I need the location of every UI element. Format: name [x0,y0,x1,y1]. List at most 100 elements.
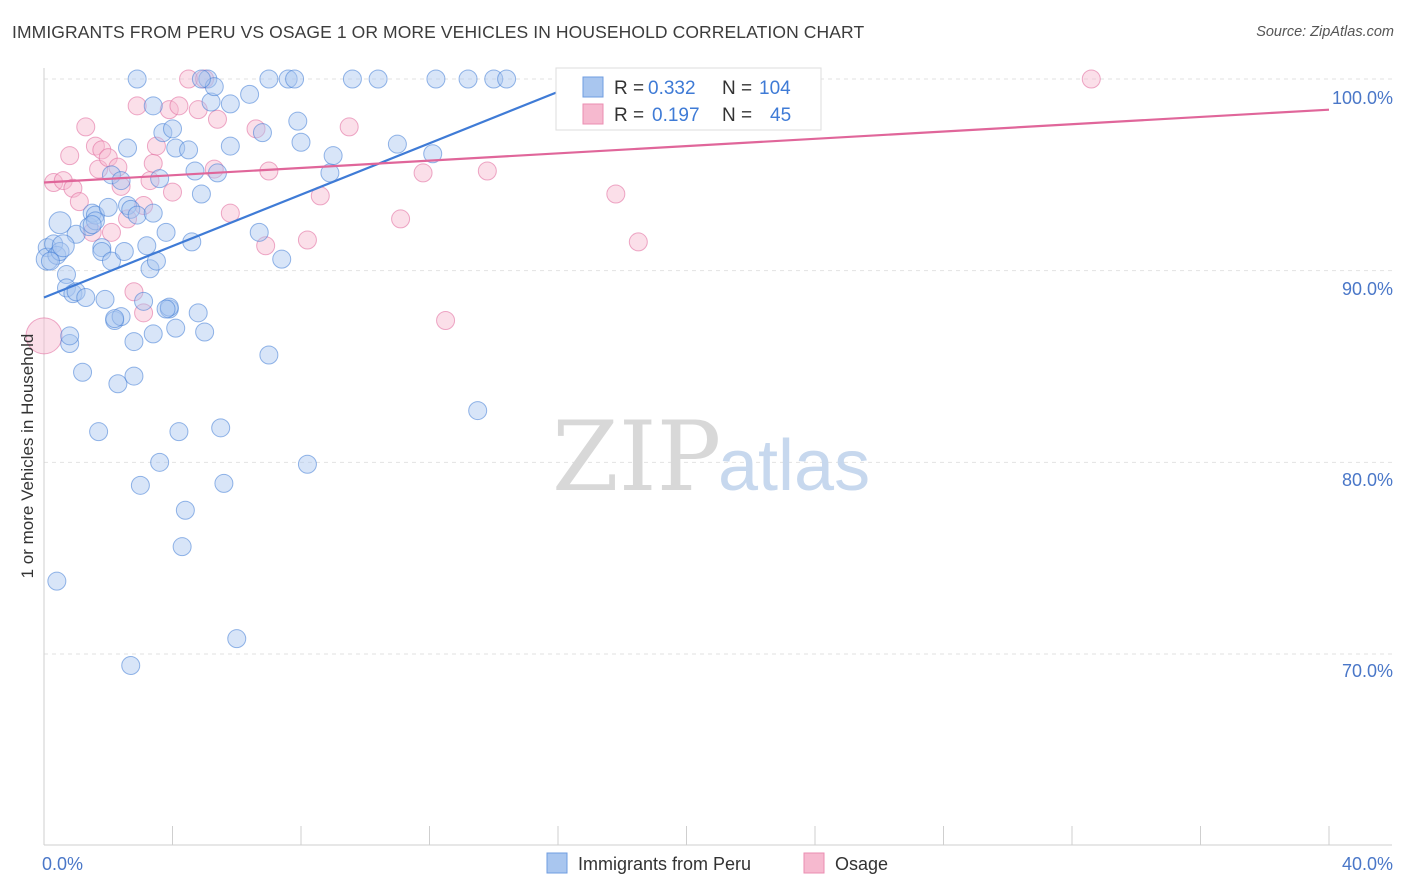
peru-point [63,284,83,304]
peru-point [191,184,211,204]
peru-point [118,196,138,215]
legend-swatch-peru [582,76,604,98]
peru-point [195,322,215,342]
peru-point [82,215,102,235]
peru-point [468,401,488,421]
peru-point [291,132,311,152]
peru-point [56,265,76,284]
peru-point [288,111,308,131]
peru-point [423,144,443,164]
peru-point [156,299,176,319]
osage-point [127,96,147,116]
legend-n-value-peru: 104 [759,78,791,99]
peru-point [85,211,105,231]
peru-point [111,171,131,191]
peru-point [76,288,96,307]
peru-point [185,161,205,181]
y-tick-label-90: 90.0% [1342,279,1393,299]
bottom-legend-swatch-osage [803,852,825,874]
peru-point [73,362,93,382]
peru-point [497,69,517,89]
peru-point [95,289,115,309]
peru-point [98,197,118,217]
peru-point [220,136,240,156]
peru-point [458,69,478,89]
peru-point [159,297,179,317]
osage-point [134,196,154,215]
axes [43,68,1392,846]
bottom-legend-swatch-peru [546,852,568,874]
chart-title: IMMIGRANTS FROM PERU VS OSAGE 1 OR MORE … [12,22,865,42]
peru-point [127,205,147,225]
y-tick-labels: 100.0% 90.0% 80.0% 70.0% [1332,88,1393,681]
legend-n-label-peru: N = [722,78,752,99]
peru-points [35,69,600,675]
peru-point [191,69,211,89]
osage-point [477,161,497,181]
peru-point [297,454,317,474]
peru-point [285,69,305,89]
peru-point [50,242,70,261]
peru-point [130,475,150,495]
watermark-zip: ZIP [552,401,721,513]
osage-point [297,230,317,250]
legend-r-value-peru: 0.332 [648,78,696,99]
peru-point [92,242,112,261]
peru-point [153,123,173,143]
peru-point [60,326,80,346]
y-tick-label-80: 80.0% [1342,470,1393,490]
peru-point [259,345,279,365]
peru-point [342,69,362,89]
peru-point [48,211,72,235]
legend: R = 0.332 N = 104 R = 0.197 N = 45 [555,67,822,131]
peru-point [108,374,128,394]
peru-point [368,69,388,89]
peru-point [156,222,176,242]
peru-point [387,134,407,154]
peru-point [426,69,446,89]
peru-point [323,146,343,166]
y-tick-label-100: 100.0% [1332,88,1393,108]
peru-point [188,303,208,323]
peru-point [240,84,260,104]
peru-point [134,291,154,311]
osage-point [159,100,179,120]
osage-trend-line [43,108,1330,184]
peru-point [214,473,234,493]
peru-point [220,94,240,114]
peru-point [259,69,279,89]
bottom-legend: Immigrants from Peru Osage [546,852,888,874]
osage-point [628,232,648,252]
peru-point [124,332,144,352]
peru-point [272,249,292,269]
grid-lines [44,78,1392,655]
peru-point [140,259,160,279]
peru-point [143,96,163,116]
peru-point [89,422,109,442]
peru-trend-line [43,77,591,299]
osage-point [101,222,121,242]
peru-point [124,366,144,386]
watermark-atlas: atlas [718,426,870,506]
osage-point [124,282,144,302]
osage-point [339,117,359,137]
peru-point [47,571,67,591]
peru-point [143,324,163,344]
peru-point [172,537,192,557]
peru-point [143,203,163,223]
peru-point [249,222,269,242]
osage-point [169,96,189,116]
peru-point [211,418,231,438]
peru-point [114,242,134,261]
x-tick-label-min: 0.0% [42,854,83,874]
peru-point [179,140,199,160]
peru-point [40,251,60,271]
peru-point [105,309,125,329]
osage-point [413,163,433,183]
osage-point [606,184,626,204]
osage-points [25,69,1101,355]
osage-point [60,146,80,166]
y-axis-label: 1 or more Vehicles in Household [18,334,37,579]
osage-point [436,311,456,330]
